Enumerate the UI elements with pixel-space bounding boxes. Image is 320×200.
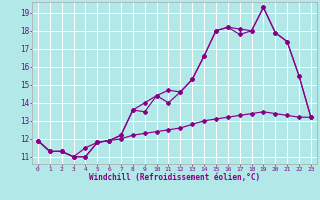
X-axis label: Windchill (Refroidissement éolien,°C): Windchill (Refroidissement éolien,°C) [89, 173, 260, 182]
